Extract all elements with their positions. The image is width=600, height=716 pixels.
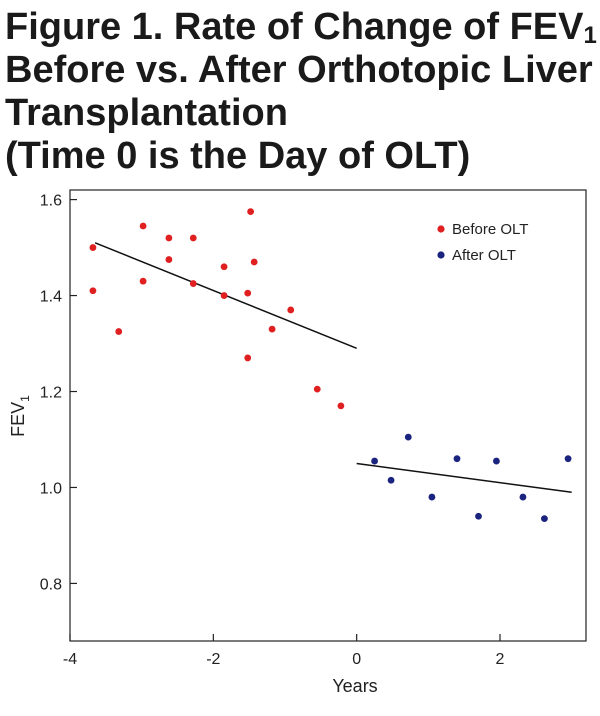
data-point-before [165,234,173,242]
x-tick-label: -4 [63,651,77,668]
data-point-after [428,493,436,501]
data-point-before [313,385,321,393]
data-point-before [165,256,173,263]
trend-line-after [356,462,572,494]
data-point-before [337,402,345,410]
title-line-1: Figure 1. Rate of Change of FEV1 [5,6,597,49]
trend-lines [94,242,572,494]
data-point-before [287,306,295,314]
data-point-before [89,244,97,251]
data-point-before [89,287,97,295]
data-point-before [220,292,228,299]
data-point-after [519,493,527,501]
y-axis-label-subscript: 1 [18,395,32,402]
data-point-before [244,289,252,297]
data-point-before [247,208,255,215]
y-tick-label: 0.8 [40,576,62,593]
data-point-before [189,280,197,287]
legend-marker-after [437,251,445,259]
legend-label-before: Before OLT [452,221,528,238]
data-points [89,208,572,523]
data-point-after [541,515,548,523]
x-tick-label: -2 [206,651,220,668]
data-point-before [220,263,228,271]
legend-marker-before [437,225,445,233]
data-point-before [189,234,197,242]
y-tick-label: 1.0 [40,480,62,497]
legend: Before OLT After OLT [437,221,528,264]
data-point-after [387,476,395,484]
y-axis-label: FEV1 [8,395,32,437]
data-point-after [404,433,412,441]
title-line-2: Before vs. After Orthotopic Liver [5,49,593,91]
title-line-4: (Time 0 is the Day of OLT) [5,135,471,177]
y-tick-label: 1.4 [40,289,62,306]
data-point-after [371,457,378,465]
data-point-after [564,455,572,463]
data-point-before [268,325,276,333]
data-point-after [493,457,500,465]
x-tick-label: 2 [496,651,505,668]
y-tick-label: 1.6 [40,193,62,210]
data-point-after [475,512,482,520]
chart-title: Figure 1. Rate of Change of FEV1 Before … [5,6,597,178]
x-axis-label: Years [332,676,377,696]
y-tick-label: 1.2 [40,385,62,402]
legend-label-after: After OLT [452,247,516,264]
data-point-after [453,455,461,463]
data-point-before [139,222,147,230]
data-point-before [139,277,147,285]
data-point-before [115,328,123,335]
plot-frame [69,189,587,642]
title-line-3: Transplantation [5,92,288,134]
data-point-before [244,354,252,362]
x-tick-label: 0 [352,651,361,668]
axis-ticks: -4 -2 0 2 0.8 1.0 1.2 1.4 1.6 [40,193,505,668]
data-point-before [250,258,258,266]
